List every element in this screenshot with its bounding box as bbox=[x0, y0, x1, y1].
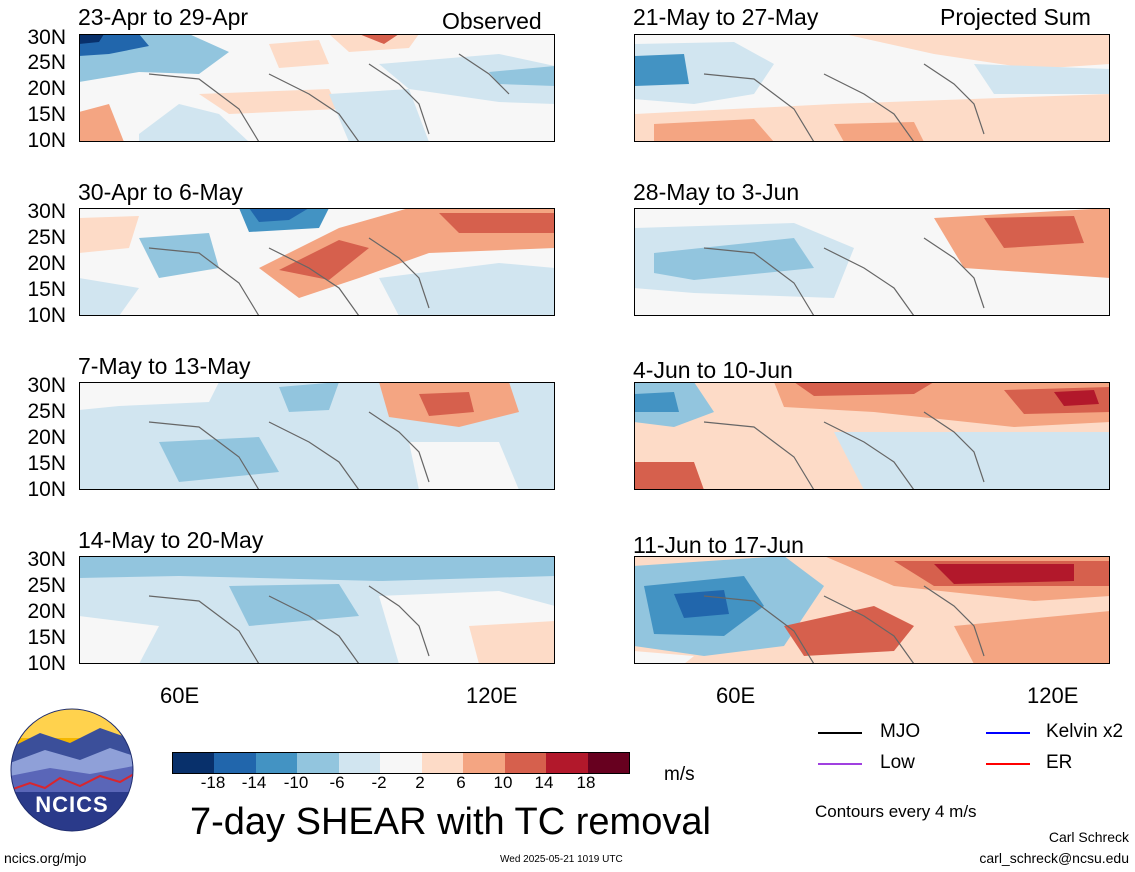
shear-map-panel bbox=[79, 208, 555, 316]
panel-title: 14-May to 20-May bbox=[78, 527, 264, 553]
footer-timestamp: Wed 2025-05-21 1019 UTC bbox=[500, 854, 623, 865]
colorbar-tick-label: 10 bbox=[493, 773, 513, 792]
lon-tick-label: 120E bbox=[466, 683, 518, 708]
colorbar-tick-label: -6 bbox=[329, 773, 345, 792]
legend-label-kelvin: Kelvin x2 bbox=[1046, 721, 1124, 742]
panel-title: 11-Jun to 17-Jun bbox=[633, 532, 804, 558]
shear-map-panel bbox=[634, 382, 1110, 490]
main-title: 7-day SHEAR with TC removal bbox=[190, 801, 711, 843]
legend-line-mjo bbox=[818, 732, 862, 734]
colorbar-tick-label: -14 bbox=[241, 773, 267, 792]
colorbar-swatch bbox=[463, 753, 505, 773]
logo-text: NCICS bbox=[35, 792, 109, 817]
shear-map-panel bbox=[634, 34, 1110, 142]
colorbar-tick-label: -18 bbox=[200, 773, 226, 792]
legend-line-kelvin bbox=[986, 732, 1030, 734]
colorbar-tick-label: 18 bbox=[576, 773, 596, 792]
observed-label: Observed bbox=[442, 8, 542, 34]
contours-note: Contours every 4 m/s bbox=[815, 802, 977, 821]
lat-tick-label: 20N bbox=[27, 252, 66, 275]
footer-email[interactable]: carl_schreck@ncsu.edu bbox=[979, 850, 1129, 866]
shear-map-panel bbox=[634, 208, 1110, 316]
panel-title: 21-May to 27-May bbox=[633, 4, 819, 30]
colorbar-tick-label: 2 bbox=[415, 773, 425, 792]
lat-tick-label: 30N bbox=[27, 200, 66, 223]
colorbar-swatch bbox=[255, 753, 298, 773]
lon-tick-label: 60E bbox=[716, 683, 756, 708]
lat-tick-label: 30N bbox=[27, 374, 66, 397]
panel-title: 23-Apr to 29-Apr bbox=[78, 4, 249, 30]
lat-tick-label: 10N bbox=[27, 652, 66, 675]
lat-tick-label: 25N bbox=[27, 400, 66, 423]
colorbar-swatch bbox=[173, 753, 215, 773]
colorbar-swatch bbox=[546, 753, 588, 773]
panel-title: 7-May to 13-May bbox=[78, 353, 251, 379]
panel-title: 30-Apr to 6-May bbox=[78, 179, 243, 205]
colorbar-swatch bbox=[297, 753, 339, 773]
colorbar-swatch bbox=[338, 753, 381, 773]
colorbar-tick-label: 6 bbox=[456, 773, 466, 792]
colorbar-tick-label: -10 bbox=[283, 773, 309, 792]
ncics-logo: NCICS bbox=[10, 708, 134, 832]
lat-tick-label: 30N bbox=[27, 548, 66, 571]
lat-tick-label: 10N bbox=[27, 129, 66, 152]
colorbar-units: m/s bbox=[664, 764, 695, 785]
colorbar-swatch bbox=[380, 753, 422, 773]
lat-tick-label: 25N bbox=[27, 226, 66, 249]
colorbar-swatch bbox=[421, 753, 464, 773]
lat-tick-label: 15N bbox=[27, 103, 66, 126]
panel-title: 28-May to 3-Jun bbox=[633, 179, 800, 205]
footer-author: Carl Schreck bbox=[1048, 829, 1129, 845]
legend-label-er: ER bbox=[1046, 752, 1073, 773]
panel-title: 4-Jun to 10-Jun bbox=[633, 357, 793, 383]
colorbar-tick-label: -2 bbox=[371, 773, 387, 792]
lat-tick-label: 30N bbox=[27, 26, 66, 49]
lat-tick-label: 15N bbox=[27, 278, 66, 301]
lat-tick-label: 20N bbox=[27, 426, 66, 449]
lat-tick-label: 20N bbox=[27, 600, 66, 623]
lat-tick-label: 15N bbox=[27, 626, 66, 649]
legend-line-er bbox=[986, 763, 1030, 765]
legend-label-low: Low bbox=[880, 752, 915, 773]
legend-line-low bbox=[818, 763, 862, 765]
colorbar-swatch bbox=[504, 753, 547, 773]
lat-tick-label: 25N bbox=[27, 51, 66, 74]
colorbar-swatch bbox=[214, 753, 256, 773]
shear-map-panel bbox=[634, 556, 1110, 664]
legend-label-mjo: MJO bbox=[880, 721, 921, 742]
lon-tick-label: 60E bbox=[160, 683, 200, 708]
footer-url[interactable]: ncics.org/mjo bbox=[4, 850, 87, 866]
projected-sum-label: Projected Sum bbox=[940, 4, 1091, 30]
lat-tick-label: 10N bbox=[27, 478, 66, 501]
colorbar bbox=[172, 752, 630, 774]
shear-map-panel bbox=[79, 382, 555, 490]
lat-tick-label: 25N bbox=[27, 574, 66, 597]
lat-tick-label: 15N bbox=[27, 452, 66, 475]
colorbar-swatch bbox=[587, 753, 629, 773]
shear-map-panel bbox=[79, 34, 555, 142]
shear-map-panel bbox=[79, 556, 555, 664]
colorbar-tick-label: 14 bbox=[534, 773, 554, 792]
lat-tick-label: 10N bbox=[27, 304, 66, 327]
lon-tick-label: 120E bbox=[1027, 683, 1079, 708]
lat-tick-label: 20N bbox=[27, 77, 66, 100]
